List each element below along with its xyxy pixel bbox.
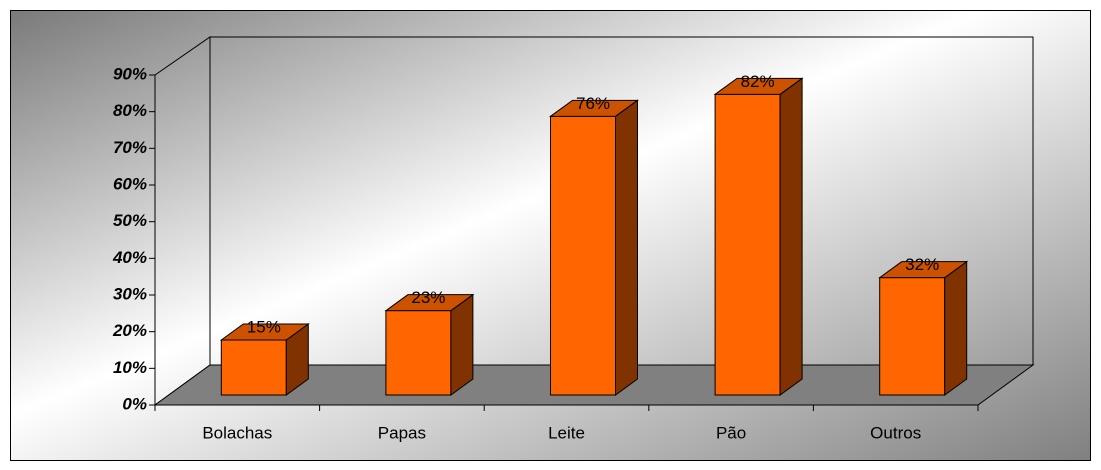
y-tick-label: 0% bbox=[122, 394, 147, 413]
bar-side bbox=[450, 293, 474, 396]
value-label: 82% bbox=[741, 72, 775, 91]
bar bbox=[384, 293, 475, 396]
value-label: 15% bbox=[247, 317, 281, 336]
y-tick-label: 70% bbox=[113, 138, 147, 157]
y-tick-label: 90% bbox=[113, 64, 147, 83]
value-label: 76% bbox=[576, 94, 610, 113]
bar-front bbox=[714, 93, 781, 396]
y-tick-label: 10% bbox=[113, 358, 147, 377]
y-tick-label: 60% bbox=[113, 174, 147, 193]
bar bbox=[219, 323, 310, 396]
bar-front bbox=[879, 277, 946, 396]
x-tick-label: Papas bbox=[378, 423, 426, 442]
x-tick-label: Outros bbox=[870, 423, 921, 442]
bar-side bbox=[615, 99, 638, 396]
x-tick-label: Bolachas bbox=[202, 423, 272, 442]
bar-front bbox=[550, 115, 616, 396]
bar-top bbox=[384, 294, 475, 312]
bar-top bbox=[713, 77, 804, 95]
y-tick-label: 80% bbox=[113, 101, 147, 120]
y-tick-label: 30% bbox=[113, 284, 147, 303]
bar-front bbox=[220, 339, 287, 396]
value-label: 23% bbox=[411, 288, 445, 307]
bar-top bbox=[878, 261, 969, 279]
bar-front bbox=[385, 310, 452, 396]
y-tick-label: 50% bbox=[113, 211, 147, 230]
x-tick-label: Pão bbox=[716, 423, 746, 442]
bar-side bbox=[779, 77, 803, 396]
bar-top bbox=[548, 99, 640, 117]
bar bbox=[878, 260, 969, 396]
bar bbox=[548, 99, 640, 396]
y-tick-label: 40% bbox=[112, 248, 147, 267]
bar-top bbox=[219, 323, 310, 341]
bar-side bbox=[944, 260, 968, 396]
bar bbox=[713, 77, 804, 396]
x-tick-label: Leite bbox=[548, 423, 585, 442]
value-label: 32% bbox=[905, 255, 939, 274]
y-tick-label: 20% bbox=[112, 321, 147, 340]
